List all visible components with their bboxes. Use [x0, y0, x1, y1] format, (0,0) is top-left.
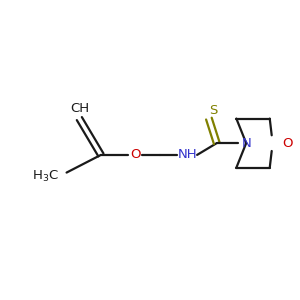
Text: H$_3$C: H$_3$C	[32, 169, 59, 184]
Text: O: O	[130, 148, 140, 161]
Text: CH: CH	[70, 102, 89, 115]
Text: NH: NH	[178, 148, 197, 161]
Text: S: S	[208, 104, 217, 117]
Text: N: N	[241, 136, 251, 150]
Text: O: O	[282, 136, 293, 150]
